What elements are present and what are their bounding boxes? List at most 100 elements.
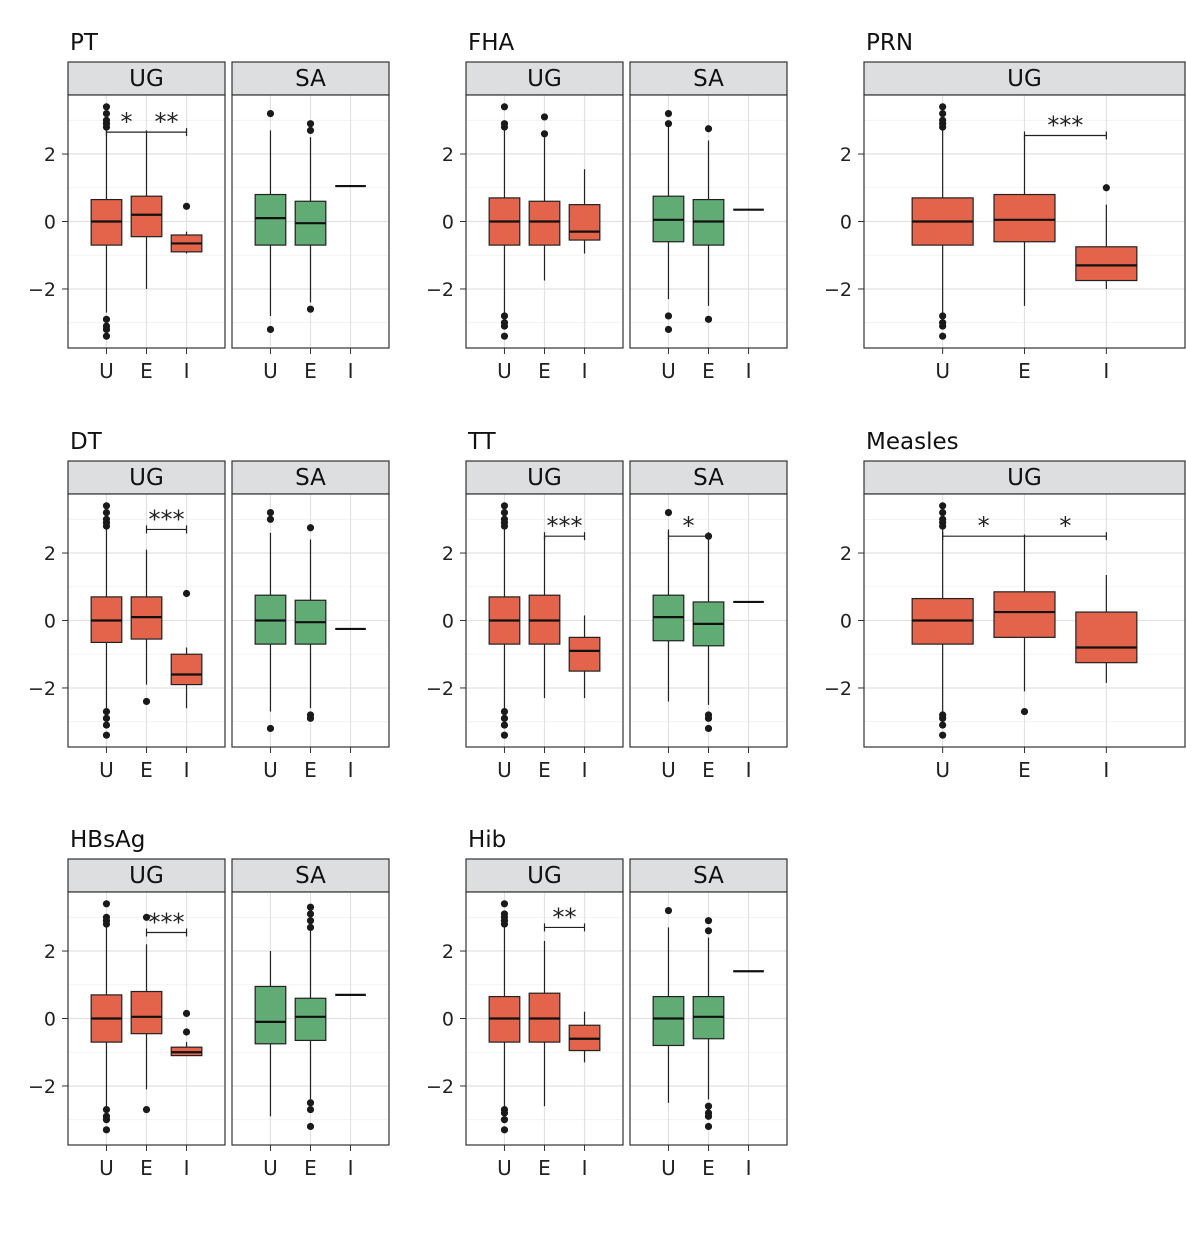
y-tick-label: 0 [442,212,454,234]
x-tick-label: U [661,1156,676,1180]
box-e [692,125,725,323]
box-u [90,900,123,1134]
x-tick-label: U [497,1156,512,1180]
outlier-point [182,1009,191,1018]
box-e [294,120,327,313]
chart-tt: TT −2 0 2 UG *** U E I SA * U E I [426,429,788,782]
outlier-point [102,123,111,131]
box-u [911,502,974,739]
outlier-point [540,113,549,121]
x-tick-label: I [184,1156,190,1180]
outlier-point [939,322,947,330]
significance-label: ** [553,903,577,931]
strip-label: SA [295,66,326,92]
chart-title: Measles [866,429,959,455]
box-e [692,917,725,1131]
panel-ug: UG U E I [465,61,624,383]
panel-ug: UG *** U E I [67,460,226,782]
y-tick-label: −2 [28,1076,56,1098]
y-tick-label: 2 [442,941,454,963]
outlier-point [182,202,191,210]
y-tick-label: 0 [44,1009,56,1031]
x-tick-label: U [263,359,278,383]
chart-title: Hib [468,827,506,853]
outlier-point [1102,184,1110,192]
significance-label: * [120,108,132,136]
y-tick-label: 0 [442,1009,454,1031]
outlier-point [142,1105,151,1114]
outlier-point [500,707,509,716]
outlier-point [664,109,673,118]
outlier-point [500,1116,509,1124]
outlier-point [704,927,713,935]
x-tick-label: E [702,1156,715,1180]
outlier-point [704,125,713,133]
panel-sa: SA U E I [629,61,788,383]
significance-bracket: *** [1023,111,1107,140]
box-e [130,913,163,1114]
strip-header [231,858,390,893]
strip-header [231,61,390,96]
x-tick-label: U [497,359,512,383]
box-e [993,534,1056,716]
outlier-point [500,522,509,530]
outlier-point [500,103,509,111]
box-e [294,524,327,722]
outlier-point [102,731,111,739]
box-e [130,130,163,289]
significance-bracket: *** [105,108,188,137]
outlier-point [266,109,275,118]
outlier-point [102,103,111,111]
outlier-point [306,903,315,911]
significance-bracket: ** [543,903,586,932]
outlier-point [500,322,509,330]
x-tick-label: I [746,359,752,383]
outlier-point [306,1105,315,1114]
outlier-point [939,714,947,722]
panel-sa: SA U E I [231,460,390,782]
box-u [488,900,521,1134]
x-tick-label: E [140,1156,153,1180]
y-tick-label: −2 [28,678,56,700]
box-u [90,103,123,340]
chart-prn: PRN −2 0 2 UG*** U E I [824,30,1186,383]
outlier-point [102,714,111,722]
x-tick-label: E [538,758,551,782]
strip-label: SA [693,66,724,92]
outlier-point [540,130,549,138]
outlier-point [939,522,947,530]
strip-label: UG [129,863,164,889]
y-tick-label: 2 [840,144,852,166]
y-tick-label: 0 [840,611,852,633]
outlier-point [306,120,315,128]
box-u [488,502,521,739]
x-tick-label: I [184,359,190,383]
outlier-point [1020,707,1029,716]
x-tick-label: U [99,1156,114,1180]
outlier-point [102,721,111,729]
chart-dt: DT −2 0 2 UG *** U E I SA U E I [28,429,390,782]
y-tick-label: −2 [28,279,56,301]
outlier-point [500,714,509,722]
strip-label: UG [527,465,562,491]
x-tick-label: U [99,758,114,782]
y-tick-label: 2 [442,144,454,166]
outlier-point [500,1109,509,1117]
strip-header [465,460,624,495]
strip-header [629,858,788,893]
box-body [993,591,1056,638]
box-e [294,903,327,1131]
box-e [528,940,561,1107]
box-e [528,113,561,281]
y-tick-label: 0 [442,611,454,633]
x-tick-label: I [1103,359,1109,383]
box-i [568,1011,601,1063]
outlier-point [939,103,947,111]
outlier-point [142,913,151,921]
panel-sa: SA * U E I [629,460,788,782]
x-tick-label: I [348,758,354,782]
panel-ug: UG *** U E I [67,858,226,1180]
significance-label: * [1059,512,1071,540]
box-body [130,195,163,238]
x-tick-label: I [348,1156,354,1180]
